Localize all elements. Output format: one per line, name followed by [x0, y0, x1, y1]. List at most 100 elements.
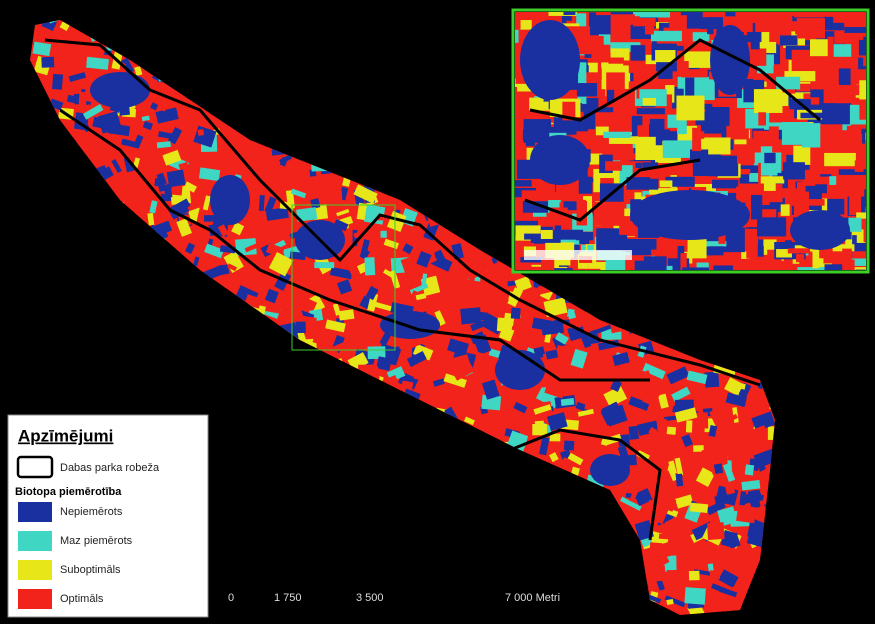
habitat-patch — [628, 396, 650, 411]
habitat-patch — [583, 196, 593, 216]
habitat-patch — [858, 57, 866, 70]
habitat-patch — [693, 133, 722, 141]
habitat-patch — [515, 12, 532, 23]
habitat-patch — [595, 12, 611, 16]
habitat-patch — [687, 235, 707, 259]
habitat-patch — [720, 529, 738, 549]
habitat-patch — [197, 129, 205, 136]
habitat-patch — [493, 262, 508, 273]
habitat-patch — [563, 201, 579, 211]
habitat-patch — [749, 256, 774, 270]
habitat-patch — [643, 30, 651, 54]
habitat-patch — [158, 131, 178, 140]
habitat-patch — [756, 395, 768, 412]
habitat-patch — [587, 245, 594, 253]
habitat-patch — [824, 22, 845, 31]
habitat-patch — [548, 12, 578, 16]
habitat-patch — [737, 435, 753, 448]
habitat-patch — [594, 111, 608, 121]
habitat-patch — [82, 104, 104, 120]
habitat-patch — [685, 77, 695, 102]
habitat-patch — [698, 387, 717, 398]
habitat-patch — [848, 217, 862, 232]
habitat-patch — [349, 314, 362, 333]
habitat-patch — [187, 202, 203, 212]
habitat-patch — [651, 43, 673, 50]
habitat-patch — [681, 560, 694, 578]
boundary-line — [524, 158, 701, 222]
habitat-patch — [841, 84, 864, 96]
habitat-patch — [567, 308, 575, 318]
habitat-patch — [680, 486, 696, 496]
habitat-patch — [781, 122, 809, 145]
habitat-patch — [584, 404, 602, 413]
habitat-patch — [668, 468, 678, 482]
habitat-patch — [628, 425, 639, 440]
habitat-patch — [636, 55, 655, 62]
habitat-patch — [798, 149, 831, 159]
habitat-patch — [676, 60, 689, 73]
scale-label: 3 500 — [356, 592, 384, 604]
habitat-patch — [549, 452, 559, 463]
habitat-patch — [746, 138, 776, 147]
habitat-patch — [520, 20, 532, 35]
habitat-patch — [510, 307, 521, 320]
habitat-patch — [829, 176, 837, 185]
habitat-patch — [338, 309, 355, 321]
habitat-patch — [754, 41, 777, 54]
scale-bar: 0 1 750 3 500 7 000 Metri — [228, 592, 560, 604]
habitat-patch — [607, 89, 615, 104]
inset-frame — [511, 8, 870, 274]
habitat-patch — [589, 12, 611, 36]
habitat-patch — [821, 103, 852, 125]
legend-items: Nepiemērots Maz piemērots Suboptimāls Optim… — [18, 502, 133, 609]
habitat-patch — [776, 249, 792, 258]
habitat-patch — [657, 393, 669, 409]
habitat-patch — [560, 398, 575, 406]
habitat-patch — [863, 53, 866, 67]
habitat-patch — [736, 186, 747, 203]
habitat-patch — [842, 248, 852, 270]
habitat-patch — [655, 241, 670, 249]
habitat-patch — [481, 379, 500, 400]
habitat-patch — [639, 12, 671, 18]
habitat-patch — [642, 362, 666, 380]
habitat-patch — [776, 76, 801, 90]
habitat-patch — [572, 243, 580, 255]
habitat-patch — [189, 148, 203, 166]
habitat-patch — [406, 350, 427, 367]
habitat-patch — [261, 297, 282, 314]
habitat-patch — [706, 500, 726, 516]
habitat-patch — [694, 131, 705, 139]
habitat-patch — [436, 332, 447, 347]
habitat-patch — [684, 51, 711, 68]
habitat-patch — [299, 305, 306, 311]
habitat-patch — [710, 25, 750, 95]
habitat-patch — [451, 311, 459, 322]
habitat-patch — [725, 484, 736, 495]
habitat-patch — [855, 269, 866, 270]
habitat-patch — [485, 412, 495, 426]
habitat-patch — [184, 242, 196, 254]
habitat-patch — [662, 140, 694, 158]
habitat-patch — [433, 249, 447, 266]
habitat-patch — [217, 264, 230, 276]
habitat-patch — [647, 546, 670, 570]
habitat-patch — [634, 520, 654, 541]
legend-swatch — [18, 560, 52, 580]
habitat-patch — [314, 262, 335, 269]
habitat-patch — [650, 166, 658, 179]
habitat-patch — [689, 502, 709, 513]
habitat-patch — [736, 589, 747, 601]
habitat-patch — [522, 201, 549, 213]
habitat-patch — [125, 181, 147, 193]
habitat-patch — [147, 212, 155, 226]
habitat-patch — [708, 425, 718, 438]
habitat-patch — [620, 496, 642, 511]
habitat-patch — [750, 425, 768, 439]
habitat-patch — [685, 420, 693, 433]
habitat-patch — [554, 332, 569, 345]
habitat-patch — [600, 178, 614, 187]
habitat-patch — [659, 180, 673, 188]
habitat-patch — [92, 116, 107, 130]
